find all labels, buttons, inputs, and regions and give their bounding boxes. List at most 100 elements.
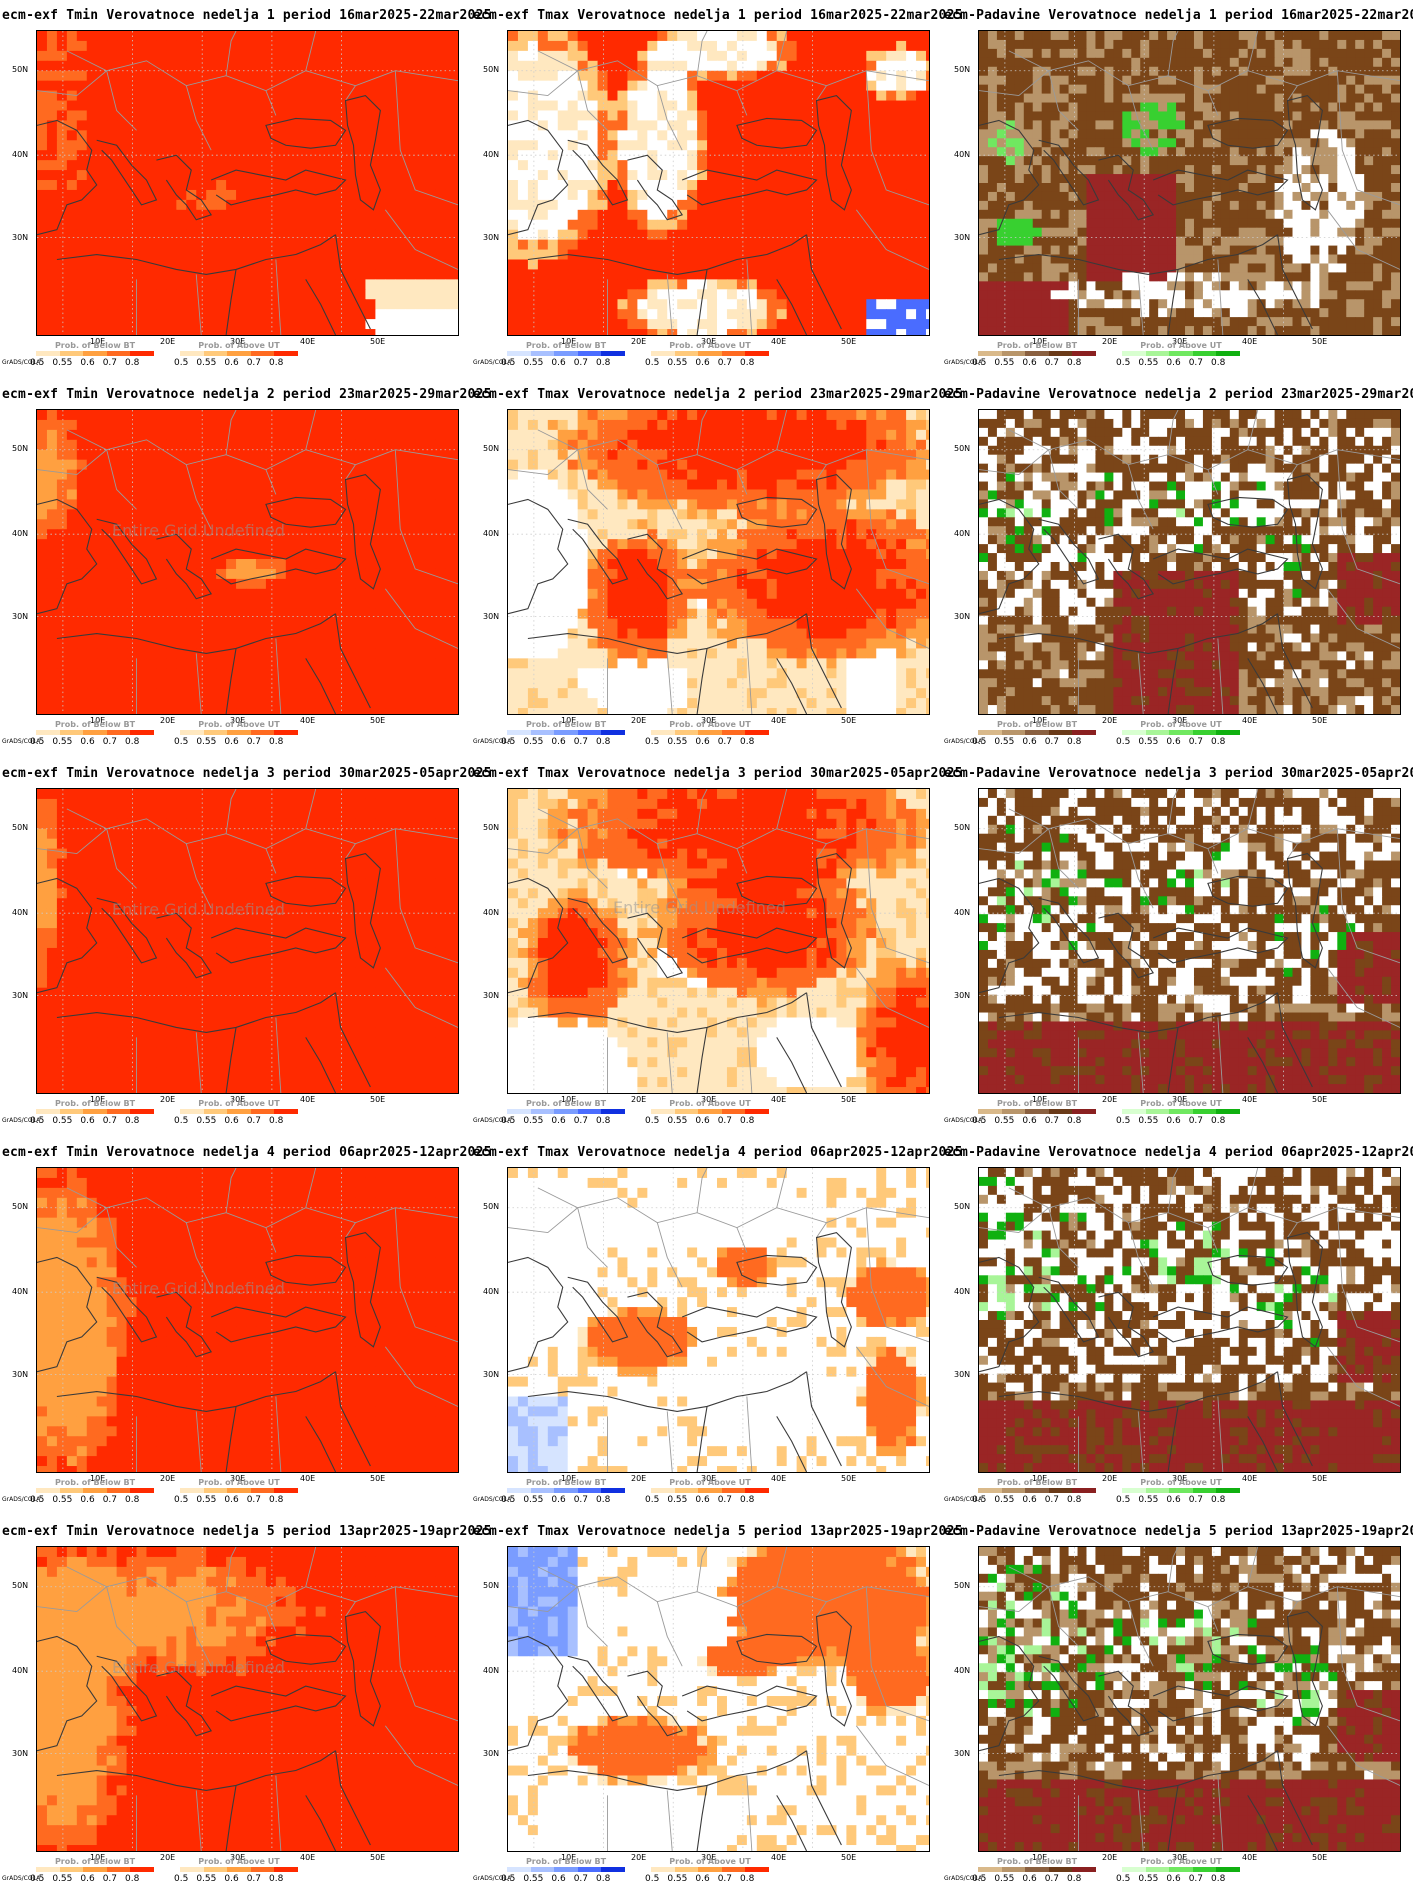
undefined-grid-label: Entire Grid Undefined (613, 898, 786, 917)
legend-swatch (274, 730, 298, 735)
legend-swatch (978, 730, 1002, 735)
panel-title: ecm-exf Tmin Verovatnoce nedelja 2 perio… (2, 387, 492, 402)
country-border (508, 828, 578, 855)
country-border (776, 31, 788, 71)
legend-tick-label: 0.6 (1022, 1874, 1036, 1884)
country-border (508, 1207, 578, 1234)
probability-map (36, 788, 459, 1094)
latitude-label: 50N (483, 1202, 499, 1211)
country-border (776, 789, 788, 829)
legend-tick-label: 0.7 (574, 358, 588, 368)
coastline (815, 852, 852, 969)
legend-swatch (36, 1109, 60, 1114)
longitude-label: 40E (771, 1095, 786, 1104)
legend-title: Prob. of Above UT (180, 1478, 298, 1487)
legend-swatch (530, 1488, 555, 1493)
legend-swatch (601, 1109, 625, 1114)
legend-tick-label: 0.55 (523, 1116, 543, 1126)
legend-swatch (130, 1109, 154, 1114)
country-border (66, 50, 458, 92)
latitude-label: 30N (483, 991, 499, 1000)
legend-swatch (674, 1867, 699, 1872)
longitude-label: 10E (90, 1474, 105, 1483)
coastline (1277, 234, 1313, 330)
latitude-label: 30N (954, 612, 970, 621)
country-border (746, 259, 753, 335)
legend-swatch (180, 351, 204, 356)
country-border (195, 1411, 202, 1472)
legend-tick-label: 0.7 (1189, 1495, 1203, 1505)
country-border (275, 1017, 282, 1093)
latitude-label: 30N (12, 1749, 28, 1758)
coastline (156, 1291, 213, 1358)
country-border (1048, 1586, 1079, 1647)
legend-tick-label: 0.7 (247, 737, 261, 747)
country-border (816, 1601, 827, 1617)
legend-swatch (1025, 1109, 1049, 1114)
country-border (37, 828, 107, 855)
grads-credit: GrADS/COLA (2, 1496, 40, 1503)
map-field (508, 410, 929, 714)
legend-tick-label: 0.7 (247, 1116, 261, 1126)
country-border (394, 70, 458, 206)
panel-title: ecm-exf Tmin Verovatnoce nedelja 1 perio… (2, 8, 492, 23)
latitude-label: 50N (954, 1202, 970, 1211)
legend-ticks: 0.5 0.55 0.6 0.7 0.8 (501, 1116, 618, 1126)
country-border (384, 1725, 458, 1786)
country-border (265, 469, 277, 495)
legend-swatch (106, 1488, 131, 1493)
legend-tick-label: 0.8 (1067, 737, 1081, 747)
coastline (979, 119, 1040, 236)
country-border (537, 808, 929, 850)
legend-swatch (1145, 1488, 1170, 1493)
legend-tick-label: 0.7 (574, 1495, 588, 1505)
forecast-panel: ecm-exf Tmax Verovatnoce nedelja 1 perio… (471, 0, 962, 379)
forecast-panel: ecm-Padavine Verovatnoce nedelja 5 perio… (942, 1516, 1413, 1895)
legend-tick-label: 0.8 (1067, 1116, 1081, 1126)
legend-colorbar (507, 1109, 625, 1114)
country-border (855, 588, 929, 649)
undefined-grid-label: Entire Grid Undefined (112, 521, 285, 540)
legend-swatch (250, 1867, 275, 1872)
grads-credit: GrADS/COLA (944, 1496, 982, 1503)
forecast-panel: ecm-exf Tmin Verovatnoce nedelja 4 perio… (0, 1137, 491, 1516)
legend-tick-label: 0.55 (196, 1874, 216, 1884)
coastline (156, 533, 213, 600)
longitude-label: 40E (1242, 1853, 1257, 1862)
legend-tick-label: 0.8 (740, 1116, 754, 1126)
latitude-label: 30N (954, 1749, 970, 1758)
country-border (66, 1566, 458, 1608)
legend-swatch (130, 1488, 154, 1493)
probability-map (507, 1167, 930, 1473)
legend-tick-label: 0.55 (196, 737, 216, 747)
legend-tick-label: 0.7 (1045, 1495, 1059, 1505)
country-border (384, 967, 458, 1028)
legend-swatch (674, 730, 699, 735)
legend-swatch (1216, 1109, 1240, 1114)
legend-colorbar (36, 1867, 154, 1872)
country-border (384, 1346, 458, 1407)
legend-tick-label: 0.5 (1116, 1495, 1130, 1505)
longitude-label: 10E (90, 1853, 105, 1862)
legend-tick-label: 0.5 (501, 737, 515, 747)
coastline (696, 1027, 708, 1093)
country-border (275, 638, 282, 714)
coastline (37, 119, 98, 236)
longitude-label: 40E (771, 1853, 786, 1862)
coastline (567, 518, 629, 585)
coastline (998, 1371, 1278, 1412)
longitude-label: 10E (561, 716, 576, 725)
longitude-label: 10E (1032, 1853, 1047, 1862)
coastline (1152, 1306, 1289, 1343)
legend-swatch (1145, 1109, 1170, 1114)
legend-ticks: 0.5 0.55 0.6 0.7 0.8 (972, 1874, 1089, 1884)
longitude-label: 40E (771, 716, 786, 725)
coastline (567, 1276, 629, 1343)
country-border (865, 1207, 929, 1343)
legend-swatch (1025, 730, 1049, 735)
country-border (666, 653, 673, 714)
country-border (1137, 1032, 1144, 1093)
country-border (1207, 469, 1219, 495)
legend-tick-label: 0.5 (174, 1495, 188, 1505)
country-border (1008, 808, 1400, 850)
